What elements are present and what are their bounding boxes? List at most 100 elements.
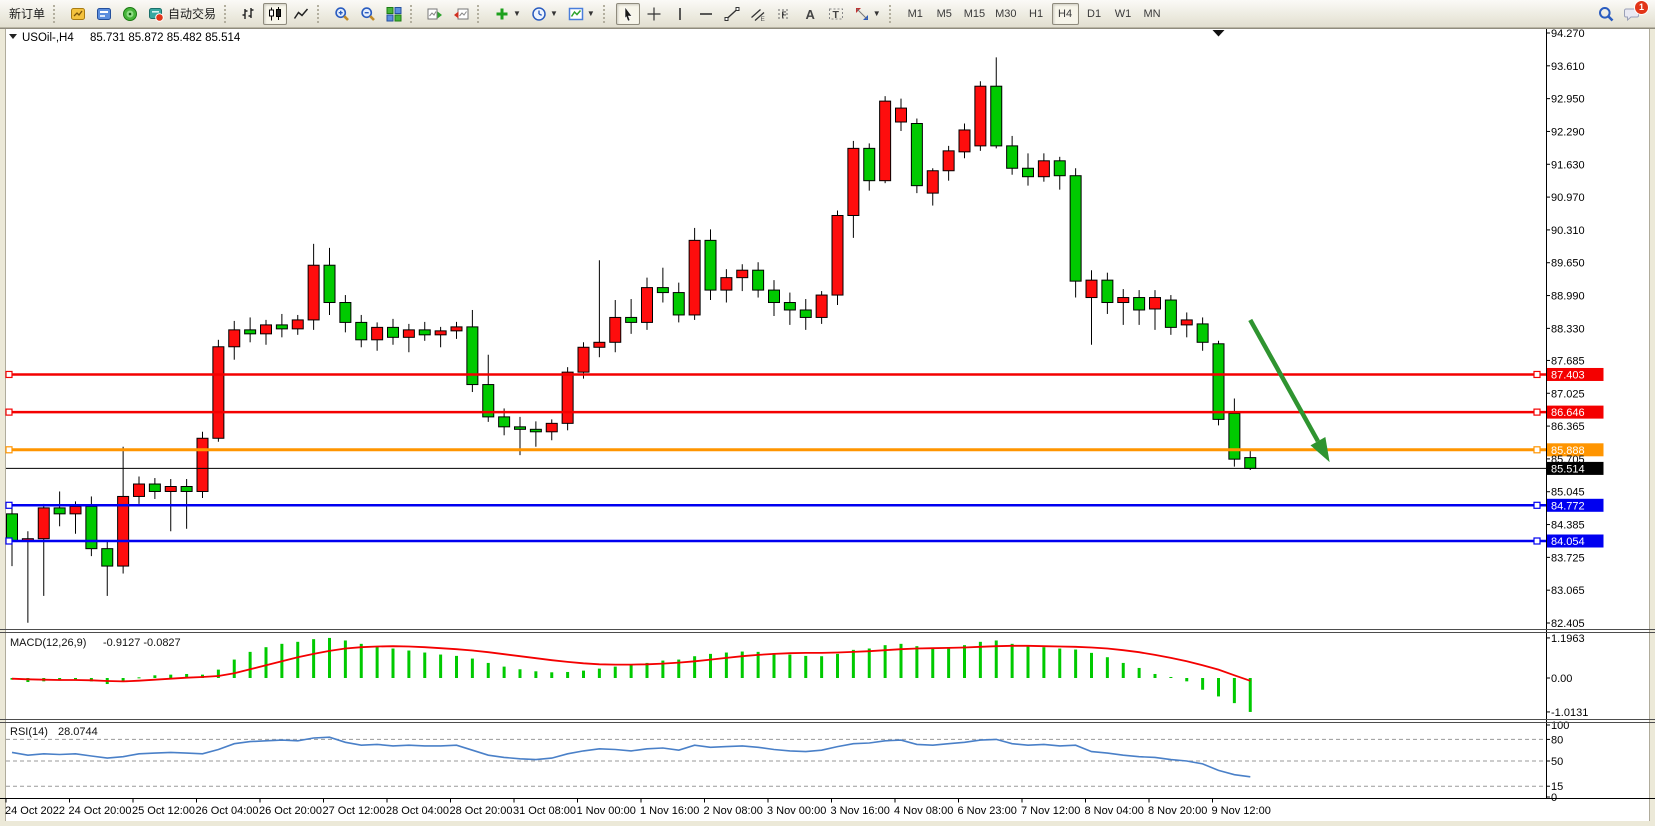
- candle-body: [1006, 145, 1019, 169]
- chat-button[interactable]: 1: [1620, 0, 1649, 25]
- candle-body: [450, 326, 463, 332]
- cursor-button[interactable]: [615, 2, 640, 25]
- chart-shift-button[interactable]: [449, 3, 473, 25]
- line-anchor-handle[interactable]: [5, 501, 13, 509]
- indicators-button[interactable]: ▼: [490, 3, 525, 25]
- navigator-button[interactable]: [118, 3, 142, 25]
- dropdown-caret-icon[interactable]: ▼: [549, 8, 558, 18]
- data-window-button[interactable]: [92, 3, 116, 25]
- trend-arrow-head[interactable]: [1310, 437, 1330, 463]
- line-anchor-handle[interactable]: [1533, 501, 1541, 509]
- horizontal-levels-layer[interactable]: [5, 370, 1546, 545]
- text-button[interactable]: A: [798, 3, 822, 25]
- line-anchor-handle[interactable]: [1533, 370, 1541, 379]
- line-anchor-handle[interactable]: [1533, 408, 1541, 416]
- vertical-line-button[interactable]: [668, 3, 692, 25]
- tf-m30-button[interactable]: M30: [991, 3, 1020, 25]
- price-tick-label: 83.725: [1551, 552, 1585, 564]
- text-label-button[interactable]: T: [824, 3, 848, 25]
- tile-windows-button[interactable]: [382, 3, 406, 25]
- tf-m1-button[interactable]: M1: [902, 3, 929, 25]
- autotrading-button[interactable]: 自动交易: [144, 3, 220, 25]
- macd-histogram-bar: [1121, 662, 1125, 678]
- macd-histogram-bar: [709, 653, 712, 678]
- zoom-in-icon: [334, 6, 350, 22]
- line-anchor-handle[interactable]: [5, 370, 13, 379]
- macd-histogram-bar: [1153, 673, 1157, 678]
- rsi-value: 28.0744: [58, 726, 98, 738]
- tf-m15-button[interactable]: M15: [960, 3, 989, 25]
- macd-signal-line: [11, 644, 1251, 683]
- tf-d1-button[interactable]: D1: [1081, 3, 1108, 25]
- notification-badge[interactable]: 1: [1634, 0, 1649, 15]
- macd-histogram-bar: [470, 658, 474, 678]
- line-anchor-handle[interactable]: [1533, 446, 1541, 454]
- candle-body: [1117, 297, 1130, 304]
- candle-body: [6, 513, 18, 542]
- time-tick-label: 1 Nov 16:00: [640, 805, 699, 817]
- trendline-button[interactable]: [720, 3, 744, 25]
- line-anchor-handle[interactable]: [5, 408, 13, 416]
- dropdown-caret-icon[interactable]: ▼: [586, 8, 595, 18]
- chart-menu-triangle-icon[interactable]: [9, 34, 17, 39]
- macd-histogram-bar: [915, 646, 919, 678]
- periods-button[interactable]: ▼: [527, 3, 562, 25]
- line-anchor-handle[interactable]: [1533, 537, 1541, 545]
- candle-body: [577, 346, 590, 373]
- horizontal-line-button[interactable]: [694, 3, 718, 25]
- toolbar-group-zoom: [329, 0, 407, 27]
- trend-arrow-shaft[interactable]: [1248, 318, 1320, 443]
- crosshair-button[interactable]: [642, 3, 666, 25]
- tf-mn-button[interactable]: MN: [1139, 3, 1166, 25]
- macd-axis-label: -1.0131: [1551, 707, 1588, 719]
- toolbar-group-tools: E F A T ▼: [615, 0, 886, 27]
- auto-scroll-button[interactable]: [423, 3, 447, 25]
- price-tick-label: 82.405: [1551, 618, 1585, 630]
- new-order-button[interactable]: 新订单: [5, 3, 49, 25]
- market-watch-button[interactable]: [66, 3, 90, 25]
- arrows-button[interactable]: ▼: [850, 3, 885, 25]
- price-badge: [1546, 498, 1604, 512]
- rsi-axis-label: 15: [1551, 781, 1563, 793]
- line-anchor-handle[interactable]: [5, 537, 13, 545]
- panel-separators[interactable]: [0, 629, 1655, 826]
- toolbar-group-scrolling: [422, 0, 474, 27]
- tile-windows-icon: [386, 6, 402, 22]
- main-toolbar: 新订单 自动交易 ▼ ▼ ▼ E F A T ▼ M1 M5 M15 M30 H1 H4 D1 W1 MN 1: [0, 0, 1655, 28]
- price-badge: [1546, 461, 1604, 475]
- macd-histogram-bar: [740, 651, 744, 678]
- zoom-out-button[interactable]: [356, 3, 380, 25]
- macd-histogram-bar: [1105, 657, 1109, 678]
- tf-m30-label: M30: [995, 7, 1017, 20]
- tf-h1-button[interactable]: H1: [1023, 3, 1050, 25]
- tf-w1-button[interactable]: W1: [1110, 3, 1137, 25]
- templates-button[interactable]: ▼: [564, 3, 599, 25]
- price-tick-label: 85.705: [1551, 454, 1585, 466]
- fibonacci-button[interactable]: F: [772, 3, 796, 25]
- tf-h4-button[interactable]: H4: [1051, 2, 1079, 25]
- search-button[interactable]: [1594, 3, 1618, 25]
- dropdown-caret-icon[interactable]: ▼: [513, 8, 521, 18]
- zoom-in-button[interactable]: [330, 3, 354, 25]
- equidistant-channel-button[interactable]: E: [746, 3, 770, 25]
- drawn-arrow-layer[interactable]: [1212, 30, 1330, 463]
- candle-body: [1212, 343, 1225, 420]
- bar-chart-button[interactable]: [237, 3, 261, 25]
- candle-body: [609, 316, 622, 343]
- vertical-line-icon: [672, 6, 688, 22]
- line-anchor-handle[interactable]: [5, 446, 13, 454]
- candle-body: [1180, 319, 1193, 326]
- macd-histogram-bar: [851, 649, 855, 678]
- price-axis: 87.403 86.646 85.888 84.772 84.054 85.514 94.2…: [1546, 28, 1604, 799]
- line-chart-button[interactable]: [289, 3, 313, 25]
- candle-body: [1244, 457, 1257, 469]
- price-badge: [1546, 405, 1604, 419]
- top-marker-icon: [1212, 30, 1225, 37]
- tf-m5-button[interactable]: M5: [931, 3, 958, 25]
- candlestick-chart-button[interactable]: [263, 2, 288, 25]
- chart-ohlc-values: 85.731 85.872 85.482 85.514: [90, 32, 241, 44]
- time-tick-label: 25 Oct 12:00: [132, 805, 195, 817]
- price-tick-label: 87.685: [1551, 355, 1585, 367]
- dropdown-caret-icon[interactable]: ▼: [872, 8, 881, 18]
- window-right-edge[interactable]: [1649, 28, 1655, 826]
